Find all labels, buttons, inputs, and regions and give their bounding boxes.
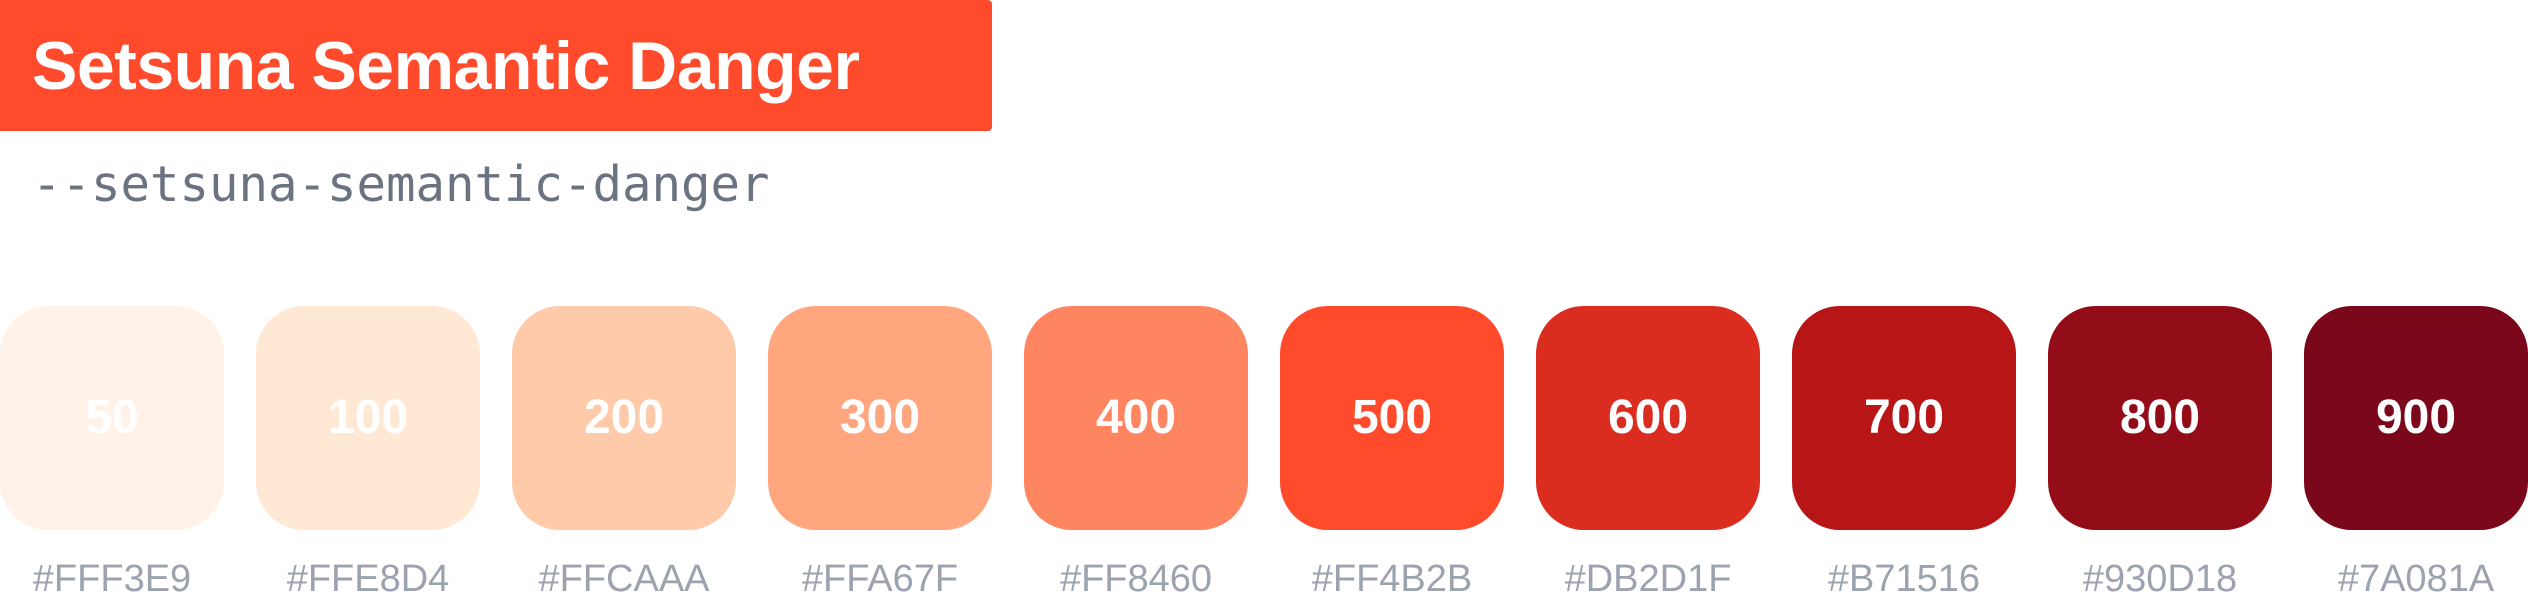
swatch-hex-code: #FFA67F [801, 558, 959, 600]
swatch-row: 50 #FFF3E9 100 #FFE8D4 200 #FFCAAA 300 #… [0, 306, 2528, 612]
title-banner: Setsuna Semantic Danger [0, 0, 992, 131]
swatch-shade-label: 700 [1863, 391, 1945, 444]
swatch-chip[interactable]: 700 [1792, 306, 2016, 530]
swatch-shade-label: 300 [839, 391, 921, 444]
swatch-chip[interactable]: 50 [0, 306, 224, 530]
swatch-chip[interactable]: 100 [256, 306, 480, 530]
swatch-200[interactable]: 200 #FFCAAA [512, 306, 736, 598]
swatch-chip[interactable]: 600 [1536, 306, 1760, 530]
swatch-hex-code: #DB2D1F [1564, 558, 1732, 600]
swatch-chip[interactable]: 800 [2048, 306, 2272, 530]
swatch-shade-label: 50 [85, 391, 139, 444]
swatch-chip[interactable]: 500 [1280, 306, 1504, 530]
swatch-shade-label: 900 [2375, 391, 2457, 444]
css-variable-name: --setsuna-semantic-danger [32, 155, 770, 213]
swatch-shade-label: 400 [1095, 391, 1177, 444]
swatch-chip[interactable]: 400 [1024, 306, 1248, 530]
swatch-shade-label: 100 [327, 391, 409, 444]
swatch-700[interactable]: 700 #B71516 [1792, 306, 2016, 598]
swatch-hex-code: #7A081A [2337, 558, 2495, 600]
swatch-hex-code: #B71516 [1827, 558, 1981, 600]
swatch-400[interactable]: 400 #FF8460 [1024, 306, 1248, 598]
swatch-hex-code: #FFE8D4 [286, 558, 450, 600]
swatch-shade-label: 500 [1351, 391, 1433, 444]
swatch-600[interactable]: 600 #DB2D1F [1536, 306, 1760, 598]
swatch-50[interactable]: 50 #FFF3E9 [0, 306, 224, 598]
swatch-100[interactable]: 100 #FFE8D4 [256, 306, 480, 598]
swatch-hex-code: #FF4B2B [1311, 558, 1473, 600]
swatch-shade-label: 200 [583, 391, 665, 444]
swatch-chip[interactable]: 200 [512, 306, 736, 530]
palette-title: Setsuna Semantic Danger [32, 27, 860, 104]
swatch-hex-code: #FF8460 [1059, 558, 1213, 600]
swatch-800[interactable]: 800 #930D18 [2048, 306, 2272, 598]
swatch-hex-code: #930D18 [2082, 558, 2238, 600]
swatch-500[interactable]: 500 #FF4B2B [1280, 306, 1504, 598]
swatch-hex-code: #FFCAAA [538, 558, 710, 600]
swatch-shade-label: 800 [2119, 391, 2201, 444]
swatch-900[interactable]: 900 #7A081A [2304, 306, 2528, 598]
swatch-hex-code: #FFF3E9 [32, 558, 192, 600]
swatch-shade-label: 600 [1607, 391, 1689, 444]
swatch-chip[interactable]: 900 [2304, 306, 2528, 530]
swatch-chip[interactable]: 300 [768, 306, 992, 530]
swatch-300[interactable]: 300 #FFA67F [768, 306, 992, 598]
